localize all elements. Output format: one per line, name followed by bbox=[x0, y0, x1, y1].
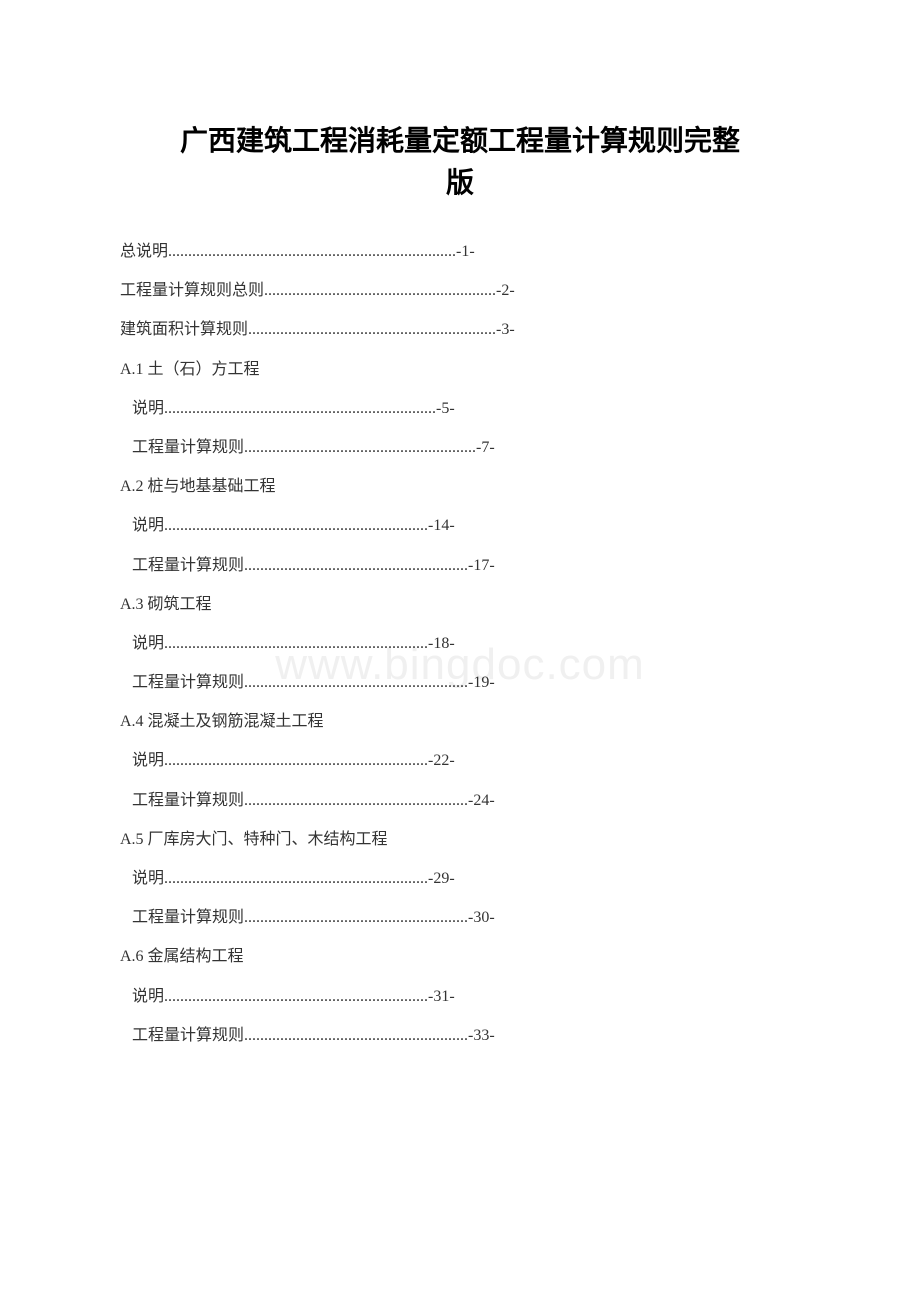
toc-entry-label: 工程量计算规则 bbox=[132, 557, 244, 574]
document-page: 广西建筑工程消耗量定额工程量计算规则完整 版 总说明..............… bbox=[0, 0, 920, 1115]
toc-section-heading: A.1 土（石）方工程 bbox=[120, 350, 800, 389]
toc-entry-leader: ........................................… bbox=[244, 792, 468, 809]
toc-entry-page: -30- bbox=[468, 909, 495, 926]
toc-entry-page: -22- bbox=[428, 752, 455, 769]
title-line-2: 版 bbox=[120, 162, 800, 204]
toc-entry: 工程量计算规则.................................… bbox=[120, 663, 800, 702]
toc-section-heading: A.2 桩与地基基础工程 bbox=[120, 467, 800, 506]
toc-entry-label: 工程量计算规则总则 bbox=[120, 282, 264, 299]
toc-entry-leader: ........................................… bbox=[264, 282, 496, 299]
toc-entry-page: -19- bbox=[468, 674, 495, 691]
toc-entry-label: 说明 bbox=[132, 988, 164, 1005]
toc-entry-page: -5- bbox=[436, 400, 455, 417]
toc-entry: 工程量计算规则.................................… bbox=[120, 1016, 800, 1055]
toc-entry-page: -3- bbox=[496, 321, 515, 338]
toc-entry-page: -1- bbox=[456, 243, 475, 260]
toc-entry-leader: ........................................… bbox=[164, 988, 428, 1005]
toc-entry-page: -29- bbox=[428, 870, 455, 887]
toc-entry-leader: ........................................… bbox=[244, 1027, 468, 1044]
toc-entry-page: -24- bbox=[468, 792, 495, 809]
toc-entry-label: 说明 bbox=[132, 517, 164, 534]
toc-entry: 总说明.....................................… bbox=[120, 232, 800, 271]
toc-entry-leader: ........................................… bbox=[164, 400, 436, 417]
toc-entry-leader: ........................................… bbox=[244, 674, 468, 691]
toc-entry: 工程量计算规则.................................… bbox=[120, 428, 800, 467]
toc-entry-leader: ........................................… bbox=[164, 635, 428, 652]
toc-entry-label: 说明 bbox=[132, 635, 164, 652]
toc-entry: 说明......................................… bbox=[120, 624, 800, 663]
toc-entry-page: -2- bbox=[496, 282, 515, 299]
toc-entry-page: -31- bbox=[428, 988, 455, 1005]
toc-entry-label: 工程量计算规则 bbox=[132, 909, 244, 926]
toc-entry-leader: ........................................… bbox=[164, 517, 428, 534]
toc-entry-label: 总说明 bbox=[120, 243, 168, 260]
toc-section-heading: A.5 厂库房大门、特种门、木结构工程 bbox=[120, 820, 800, 859]
toc-entry: 说明......................................… bbox=[120, 977, 800, 1016]
toc-entry-page: -17- bbox=[468, 557, 495, 574]
toc-entry-leader: ........................................… bbox=[248, 321, 496, 338]
toc-entry-label: 说明 bbox=[132, 870, 164, 887]
toc-entry-page: -18- bbox=[428, 635, 455, 652]
toc-entry-label: 工程量计算规则 bbox=[132, 1027, 244, 1044]
toc-entry: 工程量计算规则.................................… bbox=[120, 781, 800, 820]
toc-section-heading: A.4 混凝土及钢筋混凝土工程 bbox=[120, 702, 800, 741]
toc-entry: 说明......................................… bbox=[120, 389, 800, 428]
toc-section-heading: A.6 金属结构工程 bbox=[120, 937, 800, 976]
toc-entry-leader: ........................................… bbox=[244, 909, 468, 926]
toc-entry-page: -33- bbox=[468, 1027, 495, 1044]
toc-entry: 工程量计算规则.................................… bbox=[120, 546, 800, 585]
title-line-1: 广西建筑工程消耗量定额工程量计算规则完整 bbox=[120, 120, 800, 162]
toc-entry-leader: ........................................… bbox=[168, 243, 456, 260]
toc-entry-leader: ........................................… bbox=[164, 752, 428, 769]
toc-entry-label: 说明 bbox=[132, 400, 164, 417]
toc-entry-label: 建筑面积计算规则 bbox=[120, 321, 248, 338]
toc-entry: 说明......................................… bbox=[120, 859, 800, 898]
toc-entry-label: 工程量计算规则 bbox=[132, 792, 244, 809]
toc-entry: 说明......................................… bbox=[120, 741, 800, 780]
toc-entry-label: 工程量计算规则 bbox=[132, 674, 244, 691]
table-of-contents: 总说明.....................................… bbox=[120, 232, 800, 1055]
toc-entry-label: 工程量计算规则 bbox=[132, 439, 244, 456]
document-title: 广西建筑工程消耗量定额工程量计算规则完整 版 bbox=[120, 120, 800, 204]
toc-entry-leader: ........................................… bbox=[244, 439, 476, 456]
toc-entry-leader: ........................................… bbox=[164, 870, 428, 887]
toc-entry: 工程量计算规则总则...............................… bbox=[120, 271, 800, 310]
toc-entry: 说明......................................… bbox=[120, 506, 800, 545]
toc-entry: 工程量计算规则.................................… bbox=[120, 898, 800, 937]
toc-entry-page: -7- bbox=[476, 439, 495, 456]
toc-entry-label: 说明 bbox=[132, 752, 164, 769]
toc-entry: 建筑面积计算规则................................… bbox=[120, 310, 800, 349]
toc-entry-page: -14- bbox=[428, 517, 455, 534]
toc-entry-leader: ........................................… bbox=[244, 557, 468, 574]
toc-section-heading: A.3 砌筑工程 bbox=[120, 585, 800, 624]
